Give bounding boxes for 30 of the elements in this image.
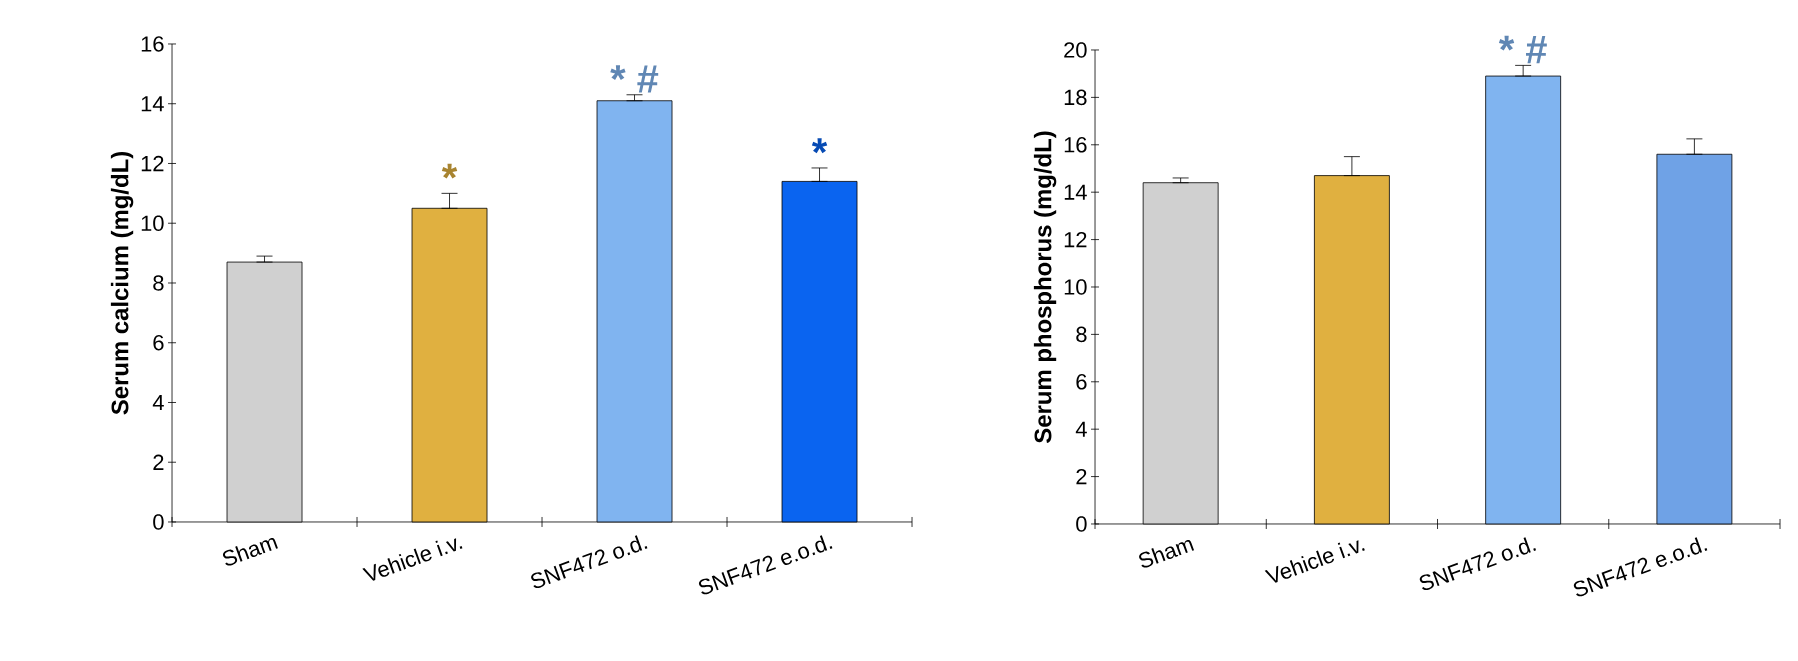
y-tick-label: 6 xyxy=(1076,374,1087,390)
x-tick-label: Sham xyxy=(1139,539,1195,568)
x-tick-label: Vehicle i.v. xyxy=(1264,540,1365,583)
y-tick-label: 2 xyxy=(1076,468,1087,485)
y-tick-label: 8 xyxy=(1076,326,1087,343)
y-tick-label: 4 xyxy=(152,394,164,411)
annotation: * xyxy=(441,163,458,179)
y-tick-label: 0 xyxy=(153,514,164,530)
y-tick-label: 14 xyxy=(141,96,164,112)
annotation: * xyxy=(811,138,828,154)
annotation: * # xyxy=(1498,35,1547,64)
y-tick-label: 10 xyxy=(141,215,164,231)
x-tick-label: Vehicle i.v. xyxy=(362,538,463,581)
y-axis-title: Serum phosphorus (mg/dL) xyxy=(1033,131,1057,444)
y-tick-label: 10 xyxy=(1064,279,1087,295)
y-tick-label: 4 xyxy=(1075,421,1087,437)
y-tick-label: 16 xyxy=(1064,137,1087,153)
annotation: * # xyxy=(610,65,659,93)
y-tick-label: 16 xyxy=(141,36,164,52)
y-tick-label: 14 xyxy=(1064,184,1087,200)
y-tick-label: 6 xyxy=(153,334,164,351)
y-tick-label: 20 xyxy=(1064,42,1087,58)
y-axis-title: Serum calcium (mg/dL) xyxy=(110,152,134,415)
y-tick-label: 0 xyxy=(1076,516,1087,532)
y-tick-label: 2 xyxy=(153,454,164,470)
y-tick-label: 18 xyxy=(1064,89,1087,106)
y-tick-label: 12 xyxy=(141,155,164,172)
x-tick-label: Sham xyxy=(222,537,278,566)
y-tick-label: 12 xyxy=(1064,231,1087,248)
y-tick-label: 8 xyxy=(153,275,164,291)
